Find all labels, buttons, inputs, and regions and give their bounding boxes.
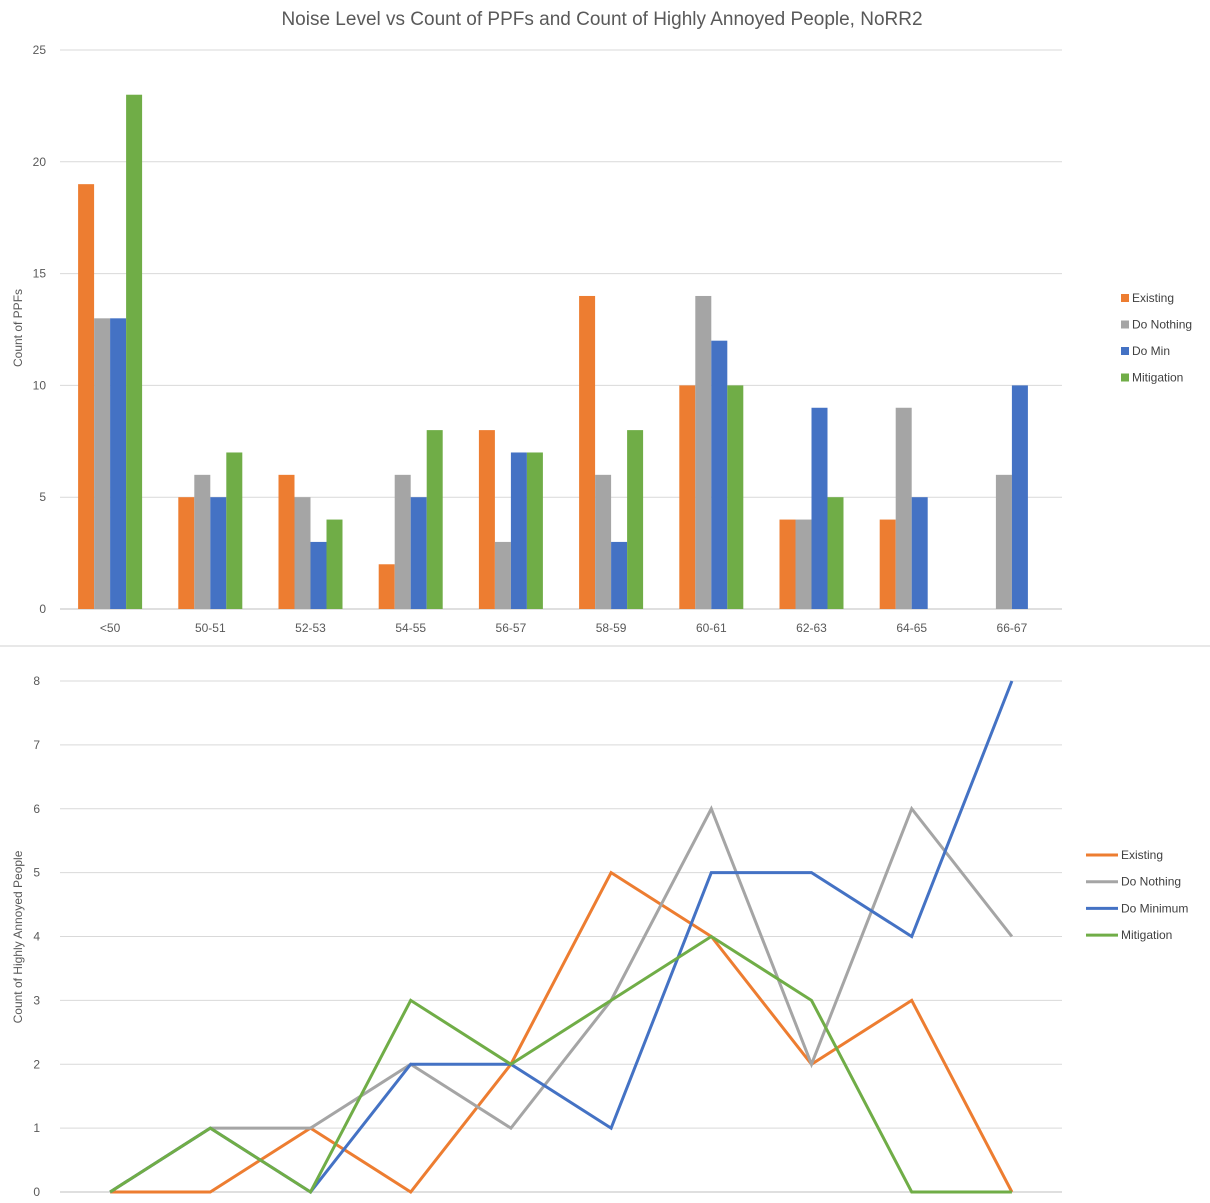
- line-chart-gridlines: [60, 680, 1062, 1193]
- bar-chart-x-tick-label: 52-53: [295, 621, 326, 635]
- bar-chart-x-tick-label: 56-57: [496, 621, 527, 635]
- bar-chart-x-tick-label: 62-63: [796, 621, 827, 635]
- bar-chart-x-tick-label: 58-59: [596, 621, 627, 635]
- bar-chart-y-ticks: 0 5 10 15 20 25: [33, 43, 47, 616]
- bar-mitigation-50: [126, 94, 143, 610]
- bar-existing-64-65: [879, 519, 896, 609]
- bar-mitigation-56-57: [526, 452, 543, 609]
- bar-chart-x-tick-label: 66-67: [997, 621, 1028, 635]
- bar-do-min-50: [110, 318, 127, 609]
- bar-chart: 0 5 10 15 20 25 <50 50-51 52-53 54-55 56-57 58-59 6…: [11, 43, 1192, 635]
- bar-do-nothing-54-55: [394, 474, 411, 609]
- bar-do-min-56-57: [510, 452, 527, 609]
- bar-do-nothing-64-65: [895, 407, 912, 609]
- bar-do-nothing-50: [94, 318, 111, 609]
- bar-legend-label-mitigation: Mitigation: [1132, 371, 1183, 385]
- bar-mitigation-58-59: [627, 430, 644, 609]
- bar-mitigation-60-61: [727, 385, 744, 609]
- bar-chart-y-tick-label: 0: [39, 602, 46, 616]
- bar-existing-50: [78, 184, 95, 609]
- line-series-mitigation: [109, 934, 1012, 1195]
- bar-existing-62-63: [779, 519, 796, 609]
- bar-existing-56-57: [478, 430, 495, 609]
- bar-chart-y-tick-label: 25: [33, 43, 47, 57]
- bar-chart-x-tick-label: <50: [100, 621, 121, 635]
- bar-do-min-62-63: [811, 407, 828, 609]
- bar-legend-swatch-do-min: [1121, 347, 1129, 355]
- bar-chart-y-tick-label: 5: [39, 490, 46, 504]
- bar-do-nothing-52-53: [294, 497, 311, 609]
- bar-existing-58-59: [579, 295, 596, 609]
- line-chart-y-tick-label: 6: [33, 802, 40, 816]
- line-chart-legend: Existing Do Nothing Do Minimum Mitigation: [1086, 848, 1188, 942]
- bar-do-nothing-62-63: [795, 519, 812, 609]
- line-series-do-nothing: [109, 805, 1014, 1194]
- bar-do-min-58-59: [611, 541, 628, 609]
- bar-legend-swatch-existing: [1121, 294, 1129, 302]
- bar-do-min-60-61: [711, 340, 728, 609]
- bar-chart-y-tick-label: 20: [33, 155, 47, 169]
- bar-do-min-64-65: [911, 497, 928, 609]
- bar-legend-label-existing: Existing: [1132, 291, 1174, 305]
- bar-mitigation-62-63: [827, 497, 844, 609]
- bar-chart-x-tick-label: 54-55: [395, 621, 426, 635]
- bar-mitigation-52-53: [326, 519, 343, 609]
- bar-existing-54-55: [378, 564, 395, 609]
- bar-legend-label-do-nothing: Do Nothing: [1132, 318, 1192, 332]
- line-chart-lines: [109, 680, 1014, 1195]
- bar-mitigation-50-51: [226, 452, 243, 609]
- bar-existing-52-53: [278, 474, 295, 609]
- bar-legend-swatch-do-nothing: [1121, 320, 1129, 329]
- bar-chart-x-tick-label: 60-61: [696, 621, 727, 635]
- line-chart-y-axis-label: Count of Highly Annoyed People: [11, 850, 25, 1023]
- line-legend-label-mitigation: Mitigation: [1121, 928, 1172, 942]
- bar-do-nothing-66-67: [995, 474, 1012, 609]
- bar-legend-swatch-mitigation: [1121, 373, 1129, 382]
- line-chart-y-tick-label: 0: [33, 1185, 40, 1199]
- line-legend-label-do-minimum: Do Minimum: [1121, 901, 1188, 915]
- line-chart-y-tick-label: 4: [33, 930, 40, 944]
- bar-do-nothing-50-51: [194, 474, 211, 609]
- line-chart-y-tick-label: 1: [33, 1121, 40, 1135]
- bar-do-min-52-53: [310, 541, 327, 609]
- line-chart: 0 1 2 3 4 5 6 7 8 Count of Highly Annoyed People…: [11, 674, 1188, 1199]
- line-chart-y-tick-label: 2: [33, 1057, 40, 1071]
- bar-chart-y-tick-label: 10: [33, 378, 47, 392]
- bar-chart-x-ticks: <50 50-51 52-53 54-55 56-57 58-59 60-61 62-63 64…: [100, 621, 1028, 635]
- bar-chart-x-tick-label: 64-65: [896, 621, 927, 635]
- chart-title: Noise Level vs Count of PPFs and Count o…: [281, 9, 922, 30]
- bar-chart-legend: Existing Do Nothing Do Min Mitigation: [1121, 291, 1192, 385]
- bar-chart-bars: [78, 94, 1028, 610]
- bar-existing-60-61: [679, 385, 696, 609]
- line-chart-y-ticks: 0 1 2 3 4 5 6 7 8: [33, 674, 40, 1199]
- line-chart-y-tick-label: 3: [33, 993, 40, 1007]
- bar-existing-50-51: [178, 497, 195, 609]
- line-chart-y-tick-label: 7: [33, 738, 40, 752]
- bar-do-min-50-51: [210, 497, 227, 609]
- bar-do-nothing-58-59: [595, 474, 612, 609]
- bar-do-nothing-60-61: [695, 295, 712, 609]
- bar-do-min-66-67: [1011, 385, 1028, 609]
- line-chart-y-tick-label: 8: [33, 674, 40, 688]
- bar-do-nothing-56-57: [494, 541, 511, 609]
- line-chart-y-tick-label: 5: [33, 866, 40, 880]
- line-legend-label-existing: Existing: [1121, 848, 1163, 862]
- bar-mitigation-54-55: [426, 430, 443, 609]
- bar-legend-label-do-min: Do Min: [1132, 344, 1170, 358]
- bar-chart-y-axis-label: Count of PPFs: [11, 289, 25, 367]
- bar-do-min-54-55: [410, 497, 427, 609]
- line-legend-label-do-nothing: Do Nothing: [1121, 875, 1181, 889]
- bar-chart-y-tick-label: 15: [33, 267, 47, 281]
- bar-chart-x-tick-label: 50-51: [195, 621, 226, 635]
